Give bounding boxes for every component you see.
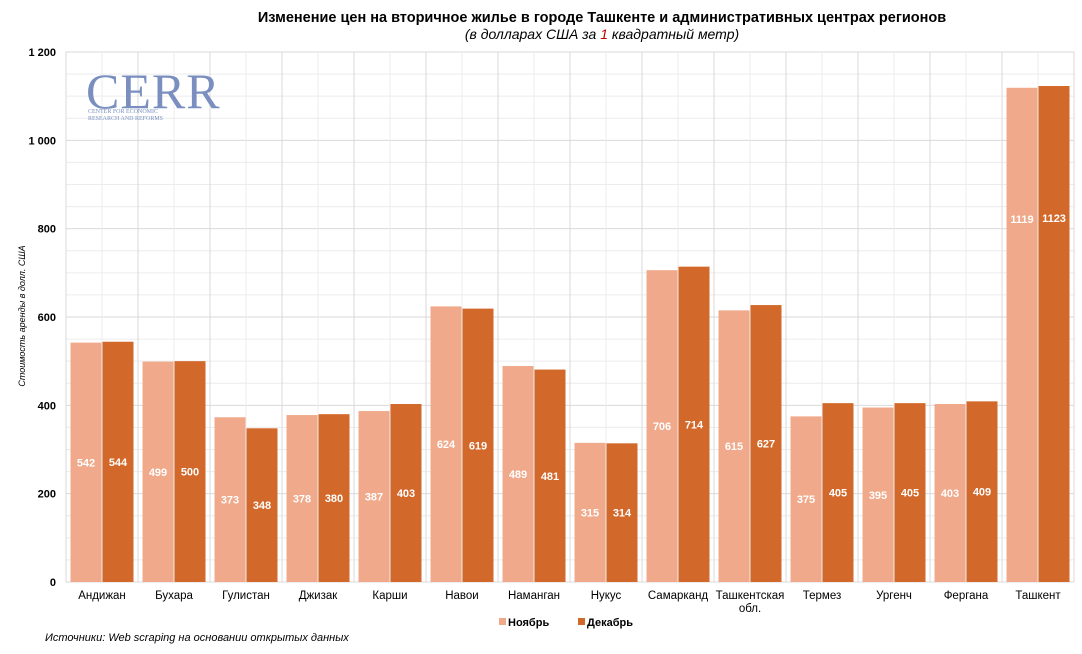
- x-category-label: Термез: [803, 590, 842, 602]
- data-label: 387: [365, 492, 383, 504]
- source-note: Источники: Web scraping на основании отк…: [45, 632, 349, 644]
- data-label: 500: [181, 467, 199, 479]
- data-label: 373: [221, 495, 239, 507]
- x-category-label: Нукус: [591, 590, 622, 602]
- legend: Ноябрь Декабрь: [499, 617, 633, 629]
- data-label: 315: [581, 507, 599, 519]
- x-category-label: Ургенч: [876, 590, 912, 602]
- data-label: 378: [293, 494, 311, 506]
- data-label: 615: [725, 441, 743, 453]
- x-category-label: Фергана: [944, 590, 989, 602]
- logo-line1: CENTER FOR ECONOMIC: [88, 109, 158, 115]
- bar: [934, 404, 966, 582]
- bar: [718, 310, 750, 582]
- y-tick-label: 200: [38, 489, 56, 501]
- bar: [462, 308, 494, 582]
- data-label: 481: [541, 471, 559, 483]
- bars: 542 544 499 500 373 348 378 380 387 403 624 619 489 4…: [70, 86, 1070, 583]
- data-label: 395: [869, 490, 887, 502]
- logo-line2: RESEARCH AND REFORMS: [88, 116, 163, 122]
- data-label: 403: [941, 488, 959, 500]
- data-label: 489: [509, 469, 527, 481]
- x-category-label: Ташкент: [1015, 590, 1061, 602]
- x-category-label: обл.: [739, 603, 761, 615]
- bar: [534, 369, 566, 582]
- data-label: 405: [829, 488, 847, 500]
- data-label: 624: [437, 439, 456, 451]
- y-tick-label: 800: [38, 224, 56, 236]
- x-category-label: Андижан: [78, 590, 126, 602]
- bar: [790, 416, 822, 582]
- bar: [678, 266, 710, 582]
- bar: [318, 414, 350, 582]
- data-label: 542: [77, 457, 95, 469]
- bar: [646, 270, 678, 582]
- chart-subtitle: (в долларах США за 1 квадратный метр): [465, 26, 739, 42]
- subtitle-prefix: (в долларах США за: [465, 26, 600, 42]
- x-category-label: Гулистан: [222, 590, 270, 602]
- bar: [1038, 86, 1070, 582]
- bar: [574, 442, 606, 582]
- bar: [246, 428, 278, 582]
- data-label: 544: [109, 457, 128, 469]
- chart-title: Изменение цен на вторичное жилье в город…: [258, 10, 946, 26]
- data-label: 714: [685, 419, 704, 431]
- bar: [102, 341, 134, 582]
- subtitle-highlight: 1: [600, 26, 608, 42]
- bar: [430, 306, 462, 582]
- data-label: 405: [901, 488, 919, 500]
- y-tick-label: 600: [38, 312, 56, 324]
- data-label: 348: [253, 500, 271, 512]
- x-category-label: Самарканд: [648, 590, 709, 602]
- x-category-label: Ташкентская: [716, 590, 785, 602]
- data-label: 499: [149, 467, 167, 479]
- bar: [502, 366, 534, 582]
- x-category-label: Джизак: [299, 590, 339, 602]
- data-label: 627: [757, 439, 775, 451]
- data-label: 706: [653, 421, 671, 433]
- legend-swatch-dec: [578, 618, 585, 625]
- y-tick-label: 1 200: [28, 47, 56, 59]
- bar: [286, 415, 318, 582]
- bar: [358, 411, 390, 582]
- cerr-logo: CERR CENTER FOR ECONOMIC RESEARCH AND RE…: [86, 63, 221, 122]
- legend-label-nov: Ноябрь: [508, 617, 549, 629]
- bar: [966, 401, 998, 582]
- x-category-label: Наманган: [508, 590, 560, 602]
- data-label: 314: [613, 508, 632, 520]
- x-category-label: Бухара: [155, 590, 193, 602]
- bar: [606, 443, 638, 582]
- bar: [174, 361, 206, 582]
- bar: [1006, 87, 1038, 583]
- x-category-label: Навои: [445, 590, 479, 602]
- legend-label-dec: Декабрь: [587, 617, 633, 629]
- data-label: 403: [397, 488, 415, 500]
- y-tick-label: 0: [50, 577, 56, 589]
- data-label: 375: [797, 494, 815, 506]
- bar: [214, 417, 246, 582]
- y-tick-label: 1 000: [28, 135, 56, 147]
- subtitle-suffix: квадратный метр): [608, 26, 739, 42]
- y-tick-label: 400: [38, 400, 56, 412]
- bar: [822, 403, 854, 582]
- bar: [862, 407, 894, 582]
- data-label: 619: [469, 440, 487, 452]
- x-category-label: Карши: [372, 590, 407, 602]
- bar: [750, 305, 782, 582]
- y-axis-ticks: 0 200 400 600 800 1 000 1 200: [28, 47, 56, 589]
- data-label: 409: [973, 487, 991, 499]
- data-label: 1123: [1042, 213, 1066, 225]
- bar: [70, 342, 102, 582]
- logo-wordmark: CERR: [86, 63, 221, 119]
- bar: [390, 404, 422, 582]
- data-label: 1119: [1010, 214, 1033, 226]
- y-axis-label: Стоимость аренды в долл. США: [17, 245, 27, 386]
- data-label: 380: [325, 493, 343, 505]
- legend-swatch-nov: [499, 618, 506, 625]
- bar: [142, 361, 174, 582]
- x-axis-categories: Андижан Бухара Гулистан Джизак Карши Навои Нам…: [78, 590, 1061, 615]
- bar: [894, 403, 926, 582]
